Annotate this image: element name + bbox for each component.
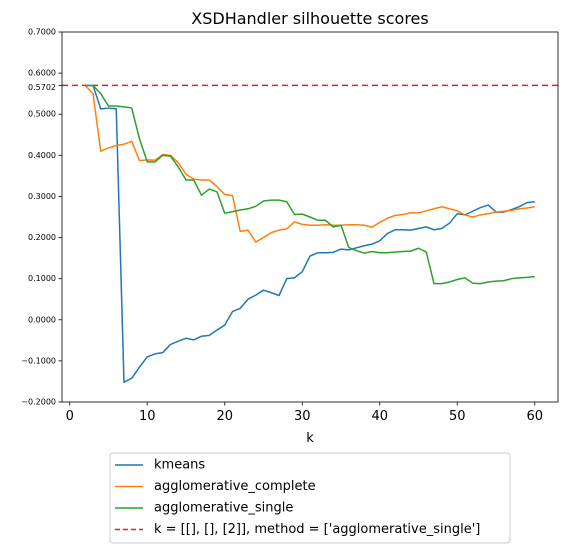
legend-box <box>109 452 511 544</box>
y-tick-label: 0.5000 <box>28 110 56 119</box>
y-tick-label: −0.1000 <box>21 356 56 365</box>
x-tick-label: 60 <box>526 409 543 424</box>
y-tick-label: 0.7000 <box>28 28 56 37</box>
series-line-kmeans <box>85 84 535 384</box>
plot-frame <box>61 31 559 403</box>
legend: kmeans agglomerative_complete agglomerativ… <box>109 452 511 544</box>
x-axis: 0 10 20 30 40 50 60 <box>66 402 543 424</box>
x-tick-label: 50 <box>449 409 466 424</box>
plot-area <box>62 84 558 384</box>
y-tick-label: 0.0000 <box>28 315 56 324</box>
legend-label: k = [[], [], [2]], method = ['agglomerat… <box>154 522 480 537</box>
legend-label: kmeans <box>154 458 205 473</box>
legend-label: agglomerative_complete <box>154 479 316 494</box>
chart-title: XSDHandler silhouette scores <box>191 9 428 28</box>
y-tick-label: −0.2000 <box>21 398 56 407</box>
x-tick-label: 10 <box>139 409 156 424</box>
x-tick-label: 0 <box>66 409 74 424</box>
y-tick-label: 0.2000 <box>28 233 56 242</box>
y-tick-label: 0.6000 <box>28 69 56 78</box>
y-tick-label-threshold: 0.5702 <box>28 83 56 92</box>
series-line-agglomerative_single <box>85 84 535 285</box>
x-tick-label: 20 <box>216 409 233 424</box>
y-tick-label: 0.4000 <box>28 151 56 160</box>
y-axis: −0.2000 −0.1000 0.0000 0.1000 0.2000 0.3000 0.… <box>21 28 62 407</box>
x-tick-label: 30 <box>294 409 311 424</box>
series-line-agglomerative_complete <box>84 84 535 243</box>
x-axis-label: k <box>306 431 314 446</box>
legend-label: agglomerative_single <box>154 501 293 516</box>
y-tick-label: 0.1000 <box>28 274 56 283</box>
y-tick-label: 0.3000 <box>28 192 56 201</box>
x-tick-label: 40 <box>371 409 388 424</box>
